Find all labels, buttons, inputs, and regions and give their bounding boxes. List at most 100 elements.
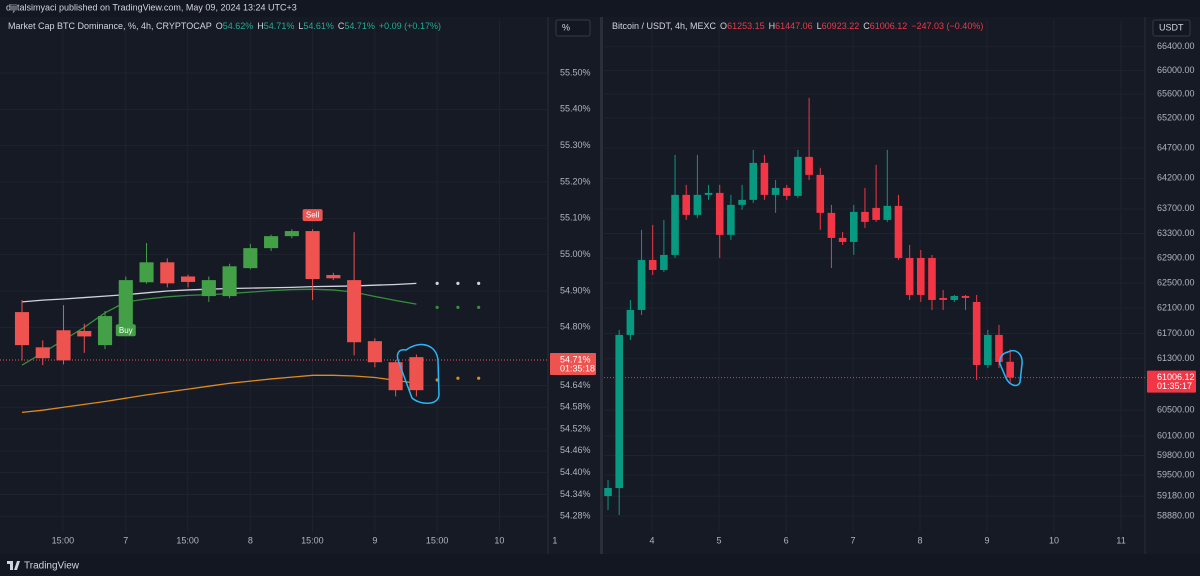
- candle-body: [660, 254, 668, 270]
- x-tick-label: 8: [918, 535, 923, 545]
- candle-body: [388, 362, 403, 391]
- candle-body: [648, 259, 657, 270]
- candle-body: [749, 162, 758, 200]
- y-tick-label: 54.90%: [560, 285, 591, 295]
- countdown-label: 01:35:18: [560, 363, 595, 373]
- signal-badge: [302, 209, 323, 222]
- candle-body: [35, 347, 50, 359]
- brand: TradingView: [24, 561, 80, 572]
- candle-body: [738, 199, 746, 205]
- candle-body: [284, 231, 299, 237]
- candle-body: [961, 295, 970, 298]
- projection-dot: [477, 281, 481, 285]
- y-tick-label: 63700.00: [1157, 203, 1195, 213]
- candle-body: [671, 194, 679, 255]
- projection-dot: [456, 281, 460, 285]
- candle-body: [139, 262, 154, 283]
- candle-body: [872, 207, 880, 220]
- legend-change: +0.09 (+0.17%): [379, 21, 441, 31]
- y-tick-label: 54.46%: [560, 445, 591, 455]
- candle-body: [97, 316, 113, 346]
- legend-value: 54.62%: [223, 21, 254, 31]
- candle-body: [715, 192, 724, 235]
- y-tick-label: 55.00%: [560, 249, 591, 259]
- candle-body: [604, 488, 612, 497]
- x-tick-label: 7: [123, 535, 128, 545]
- charts: 55.50% 55.40% 55.30% 55.20% 55.10% 55.00% 54.9…: [0, 19, 1196, 545]
- candle-body: [782, 187, 791, 196]
- candle-body: [264, 236, 279, 249]
- legend-value: 54.71%: [344, 21, 375, 31]
- legend-change: −247.03 (−0.40%): [911, 21, 983, 31]
- y-tick-label: 59180.00: [1157, 491, 1195, 501]
- candle-body: [838, 237, 847, 242]
- x-tick-label: 10: [1049, 535, 1059, 545]
- footer: [0, 554, 1200, 576]
- y-tick-label: 63300.00: [1157, 228, 1195, 238]
- y-tick-label: 64700.00: [1157, 142, 1195, 152]
- last-price-box: [1147, 370, 1196, 393]
- x-tick-label: 15:00: [301, 535, 324, 545]
- scale-button-label: USDT: [1159, 22, 1184, 32]
- chart-title: Bitcoin / USDT, 4h, MEXC: [612, 21, 717, 31]
- y-tick-label: 59800.00: [1157, 450, 1195, 460]
- y-tick-label: 66000.00: [1157, 65, 1195, 75]
- candle-body: [201, 280, 216, 297]
- y-tick-label: 54.40%: [560, 467, 591, 477]
- scale-button: [1152, 19, 1191, 37]
- candle-body: [615, 334, 623, 489]
- candle-body: [243, 248, 258, 269]
- chart-legend: Bitcoin / USDT, 4h, MEXC O61253.15 H61447.…: [612, 21, 983, 31]
- candle-body: [118, 280, 133, 331]
- candle-body: [693, 194, 702, 215]
- y-tick-label: 62100.00: [1157, 303, 1195, 313]
- candle-body: [682, 194, 691, 215]
- hand-drawn-circle: [396, 343, 440, 404]
- last-price-label: 54.71%: [560, 354, 591, 364]
- y-tick-label: 65200.00: [1157, 112, 1195, 122]
- projection-dot: [477, 376, 481, 380]
- candle-body: [305, 231, 320, 280]
- candle-body: [995, 334, 1003, 362]
- legend-key: H: [257, 21, 264, 31]
- y-tick-label: 65600.00: [1157, 89, 1195, 99]
- projection-dot: [477, 305, 481, 309]
- x-tick-label: 11: [1116, 535, 1125, 545]
- publish-note: dijitalsimyaci published on TradingView.…: [6, 2, 297, 12]
- y-tick-label: 64200.00: [1157, 173, 1195, 183]
- candle-body: [626, 309, 635, 335]
- hand-drawn-circle: [999, 350, 1023, 387]
- candle-body: [894, 205, 903, 258]
- y-tick-label: 54.64%: [560, 380, 591, 390]
- candle-body: [181, 276, 196, 282]
- candle-body: [704, 192, 713, 195]
- legend-value: 60923.22: [822, 21, 860, 31]
- candle-body: [160, 262, 175, 284]
- y-tick-label: 62900.00: [1157, 253, 1195, 263]
- candle-body: [905, 257, 914, 295]
- projection-dot: [435, 281, 439, 285]
- candle-body: [827, 212, 836, 238]
- x-tick-label: 15:00: [176, 535, 199, 545]
- candle-body: [326, 275, 341, 279]
- y-tick-label: 60100.00: [1157, 430, 1195, 440]
- legend-key: O: [216, 21, 223, 31]
- y-tick-label: 54.80%: [560, 322, 591, 332]
- candle-body: [939, 297, 947, 300]
- legend-key: C: [863, 21, 870, 31]
- candle-body: [727, 204, 735, 235]
- signal-label: Buy: [119, 326, 133, 335]
- y-tick-label: 60500.00: [1157, 404, 1195, 414]
- candle-body: [347, 280, 362, 343]
- left-panel: [0, 17, 600, 554]
- candle-body: [1006, 361, 1014, 378]
- x-tick-label: 15:00: [426, 535, 449, 545]
- chart: 55.50% 55.40% 55.30% 55.20% 55.10% 55.00% 54.9…: [0, 19, 596, 545]
- candle-body: [984, 334, 992, 365]
- legend-value: 54.71%: [264, 21, 295, 31]
- x-tick-label: 1: [552, 535, 557, 545]
- candle-body: [794, 156, 802, 196]
- legend-key: L: [298, 21, 303, 31]
- legend-value: 61006.12: [870, 21, 908, 31]
